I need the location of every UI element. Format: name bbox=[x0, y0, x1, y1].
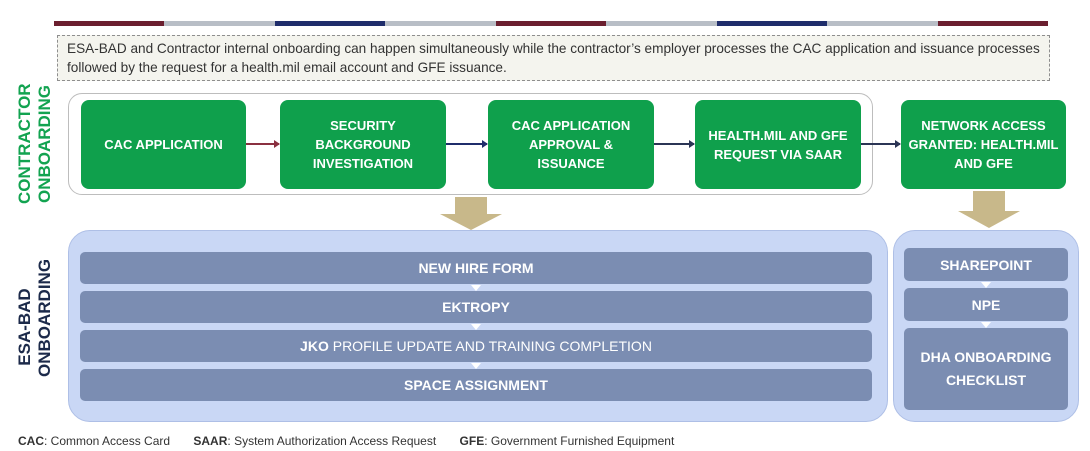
top-color-bar bbox=[54, 21, 1048, 26]
mini-arrow-1 bbox=[471, 285, 481, 291]
legend-gfe-def: : Government Furnished Equipment bbox=[484, 434, 675, 448]
mini-arrow-3 bbox=[471, 363, 481, 369]
top-bar-segment bbox=[54, 21, 165, 26]
step-ektropy: EKTROPY bbox=[80, 291, 872, 323]
legend-gfe-abbr: GFE bbox=[459, 434, 485, 448]
step-cac-application: CAC APPLICATION bbox=[81, 100, 246, 189]
legend-cac-abbr: CAC bbox=[18, 434, 44, 448]
step-npe: NPE bbox=[904, 288, 1068, 321]
top-bar-segment bbox=[164, 21, 275, 26]
step-space-assignment: SPACE ASSIGNMENT bbox=[80, 369, 872, 401]
top-bar-segment bbox=[495, 21, 607, 26]
step-cac-approval-issuance: CAC APPLICATION APPROVAL & ISSUANCE bbox=[488, 100, 654, 189]
down-arrow-left bbox=[440, 197, 502, 230]
legend-gfe: GFE: Government Furnished Equipment bbox=[460, 434, 675, 448]
step-sharepoint: SHAREPOINT bbox=[904, 248, 1068, 281]
mini-arrow-2 bbox=[471, 324, 481, 330]
legend-saar-abbr: SAAR bbox=[193, 434, 228, 448]
esabad-label-line1: ESA-BAD bbox=[15, 288, 34, 366]
contractor-label-line1: CONTRACTOR bbox=[15, 83, 34, 204]
mini-arrow-4 bbox=[981, 282, 991, 288]
abbreviation-legend: CAC: Common Access Card SAAR: System Aut… bbox=[18, 434, 694, 448]
intro-note: ESA-BAD and Contractor internal onboardi… bbox=[57, 35, 1050, 81]
contractor-onboarding-label: CONTRACTOR ONBOARDING bbox=[15, 83, 55, 204]
legend-cac-def: : Common Access Card bbox=[44, 434, 171, 448]
jko-rest-text: PROFILE UPDATE AND TRAINING COMPLETION bbox=[328, 338, 652, 354]
top-bar-segment bbox=[385, 21, 496, 26]
jko-bold-text: JKO bbox=[300, 338, 329, 354]
connector-arrow-3 bbox=[654, 140, 695, 148]
step-healthmil-gfe-request: HEALTH.MIL AND GFE REQUEST VIA SAAR bbox=[695, 100, 861, 189]
contractor-label-line2: ONBOARDING bbox=[35, 84, 54, 204]
legend-cac: CAC: Common Access Card bbox=[18, 434, 170, 448]
step-security-background-investigation: SECURITY BACKGROUND INVESTIGATION bbox=[280, 100, 446, 189]
step-jko-profile-training: JKO PROFILE UPDATE AND TRAINING COMPLETI… bbox=[80, 330, 872, 362]
esabad-onboarding-label: ESA-BAD ONBOARDING bbox=[15, 258, 55, 377]
top-bar-segment bbox=[937, 21, 1048, 26]
connector-arrow-1 bbox=[246, 140, 280, 148]
step-dha-onboarding-checklist: DHA ONBOARDING CHECKLIST bbox=[904, 328, 1068, 410]
connector-arrow-2 bbox=[446, 140, 488, 148]
top-bar-segment bbox=[827, 21, 938, 26]
down-arrow-right bbox=[958, 191, 1020, 228]
step-new-hire-form: NEW HIRE FORM bbox=[80, 252, 872, 284]
top-bar-segment bbox=[716, 21, 828, 26]
top-bar-segment bbox=[606, 21, 717, 26]
legend-saar: SAAR: System Authorization Access Reques… bbox=[193, 434, 436, 448]
mini-arrow-5 bbox=[981, 322, 991, 328]
connector-arrow-4 bbox=[861, 140, 901, 148]
step-network-access-granted: NETWORK ACCESS GRANTED: HEALTH.MIL AND G… bbox=[901, 100, 1066, 189]
legend-saar-def: : System Authorization Access Request bbox=[227, 434, 437, 448]
top-bar-segment bbox=[274, 21, 386, 26]
esabad-label-line2: ONBOARDING bbox=[35, 258, 54, 377]
